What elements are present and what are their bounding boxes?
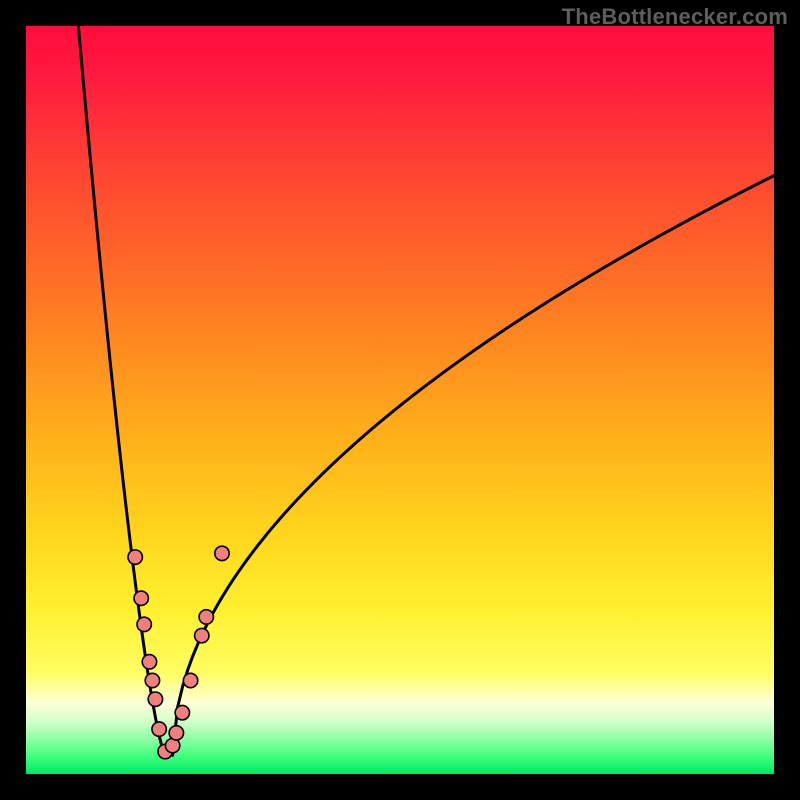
bottleneck-chart: [0, 0, 800, 800]
data-marker: [145, 673, 159, 687]
data-marker: [199, 610, 213, 624]
data-marker: [183, 673, 197, 687]
data-marker: [142, 655, 156, 669]
data-marker: [128, 550, 142, 564]
data-marker: [152, 722, 166, 736]
data-marker: [137, 617, 151, 631]
data-marker: [148, 692, 162, 706]
plot-area: [26, 26, 774, 774]
data-marker: [215, 546, 229, 560]
data-marker: [134, 591, 148, 605]
data-marker: [175, 705, 189, 719]
watermark-text: TheBottlenecker.com: [562, 4, 788, 30]
data-marker: [169, 726, 183, 740]
data-marker: [195, 628, 209, 642]
